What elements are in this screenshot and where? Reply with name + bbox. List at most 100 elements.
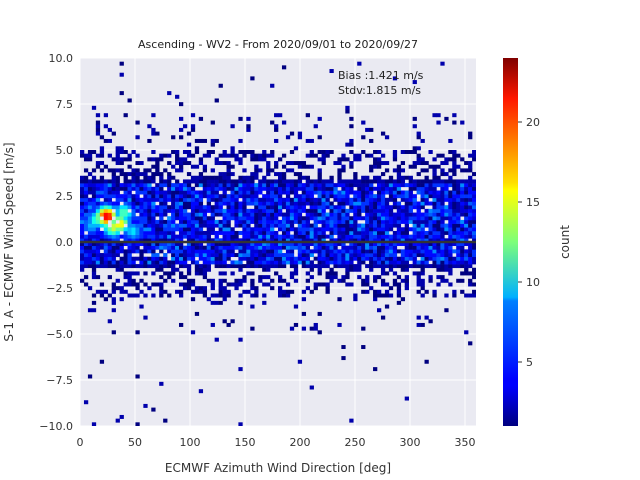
heatmap-cell: [163, 278, 168, 283]
heatmap-cell: [107, 205, 112, 210]
heatmap-cell: [262, 186, 267, 191]
heatmap-cell: [274, 138, 279, 143]
heatmap-cell: [416, 190, 421, 195]
heatmap-cell: [305, 113, 310, 118]
heatmap-cell: [424, 242, 429, 246]
colorbar: [503, 58, 518, 426]
heatmap-cell: [111, 186, 116, 191]
heatmap-cell: [278, 278, 283, 283]
heatmap-cell: [179, 157, 184, 162]
heatmap-cell: [416, 282, 421, 287]
heatmap-cell: [432, 223, 437, 228]
heatmap-cell: [226, 245, 231, 250]
heatmap-cell: [400, 267, 406, 272]
heatmap-cell: [202, 205, 208, 210]
heatmap-cell: [400, 194, 406, 199]
heatmap-cell: [95, 205, 101, 210]
heatmap-cell: [139, 249, 144, 254]
heatmap-cell: [456, 212, 461, 217]
heatmap-cell: [143, 194, 148, 199]
heatmap-cell: [250, 326, 255, 331]
heatmap-cell: [171, 197, 176, 202]
heatmap-cell: [325, 223, 330, 228]
heatmap-cell: [266, 205, 271, 210]
heatmap-cell: [190, 212, 196, 217]
heatmap-cell: [278, 245, 283, 250]
heatmap-cell: [408, 216, 413, 221]
heatmap-cell: [317, 253, 322, 258]
heatmap-cell: [250, 157, 255, 162]
heatmap-cell: [297, 245, 303, 250]
heatmap-cell: [91, 197, 97, 202]
heatmap-cell: [254, 242, 259, 246]
heatmap-cell: [238, 116, 243, 121]
heatmap-cell: [115, 264, 120, 269]
heatmap-cell: [388, 249, 394, 254]
heatmap-cell: [99, 183, 105, 188]
heatmap-cell: [123, 201, 128, 206]
heatmap-cell: [99, 293, 105, 298]
heatmap-cell: [80, 208, 85, 213]
heatmap-cell: [258, 227, 263, 232]
x-tick-label: 50: [128, 436, 142, 449]
heatmap-cell: [309, 253, 314, 258]
heatmap-cell: [365, 282, 370, 287]
heatmap-cell: [111, 227, 116, 232]
heatmap-cell: [361, 175, 366, 180]
heatmap-cell: [456, 183, 461, 188]
heatmap-cell: [266, 234, 271, 239]
heatmap-cell: [127, 98, 132, 103]
heatmap-cell: [325, 150, 330, 154]
heatmap-cell: [222, 245, 227, 250]
y-axis: −10.0−7.5−5.0−2.50.02.55.07.510.0: [39, 52, 73, 433]
heatmap-cell: [171, 190, 176, 195]
heatmap-cell: [392, 157, 398, 162]
heatmap-cell: [353, 264, 358, 269]
heatmap-cells: [80, 61, 476, 426]
heatmap-cell: [396, 275, 402, 280]
heatmap-cell: [285, 135, 291, 140]
heatmap-cell: [365, 216, 370, 221]
heatmap-cell: [345, 157, 350, 162]
heatmap-cell: [420, 278, 425, 283]
heatmap-cell: [408, 212, 413, 217]
heatmap-cell: [131, 201, 136, 206]
heatmap-cell: [99, 230, 105, 235]
heatmap-cell: [365, 264, 370, 269]
heatmap-cell: [440, 234, 445, 239]
heatmap-cell: [127, 190, 132, 195]
heatmap-cell: [91, 293, 97, 298]
heatmap-cell: [293, 219, 299, 224]
heatmap-cell: [175, 179, 180, 184]
heatmap-cell: [262, 153, 267, 158]
heatmap-cell: [444, 245, 449, 250]
heatmap-cell: [456, 245, 461, 250]
heatmap-cell: [234, 219, 239, 224]
heatmap-cell: [182, 245, 188, 250]
heatmap-cell: [179, 208, 184, 213]
heatmap-cell: [159, 201, 164, 206]
heatmap-cell: [325, 253, 330, 258]
heatmap-cell: [107, 201, 112, 206]
heatmap-cell: [159, 153, 164, 158]
heatmap-cell: [135, 256, 140, 261]
heatmap-cell: [238, 260, 243, 265]
heatmap-cell: [119, 168, 124, 173]
heatmap-cell: [349, 256, 354, 261]
heatmap-cell: [281, 186, 287, 191]
heatmap-cell: [289, 275, 295, 280]
heatmap-cell: [412, 183, 417, 188]
heatmap-cell: [214, 190, 219, 195]
heatmap-cell: [412, 219, 417, 224]
heatmap-cell: [424, 212, 429, 217]
heatmap-cell: [258, 205, 263, 210]
heatmap-cell: [119, 234, 124, 239]
heatmap-cell: [448, 201, 453, 206]
heatmap-cell: [384, 197, 390, 202]
heatmap-cell: [119, 212, 124, 217]
heatmap-cell: [420, 197, 425, 202]
heatmap-cell: [472, 282, 476, 287]
heatmap-cell: [388, 227, 394, 232]
heatmap-cell: [218, 194, 223, 199]
heatmap-cell: [337, 227, 342, 232]
